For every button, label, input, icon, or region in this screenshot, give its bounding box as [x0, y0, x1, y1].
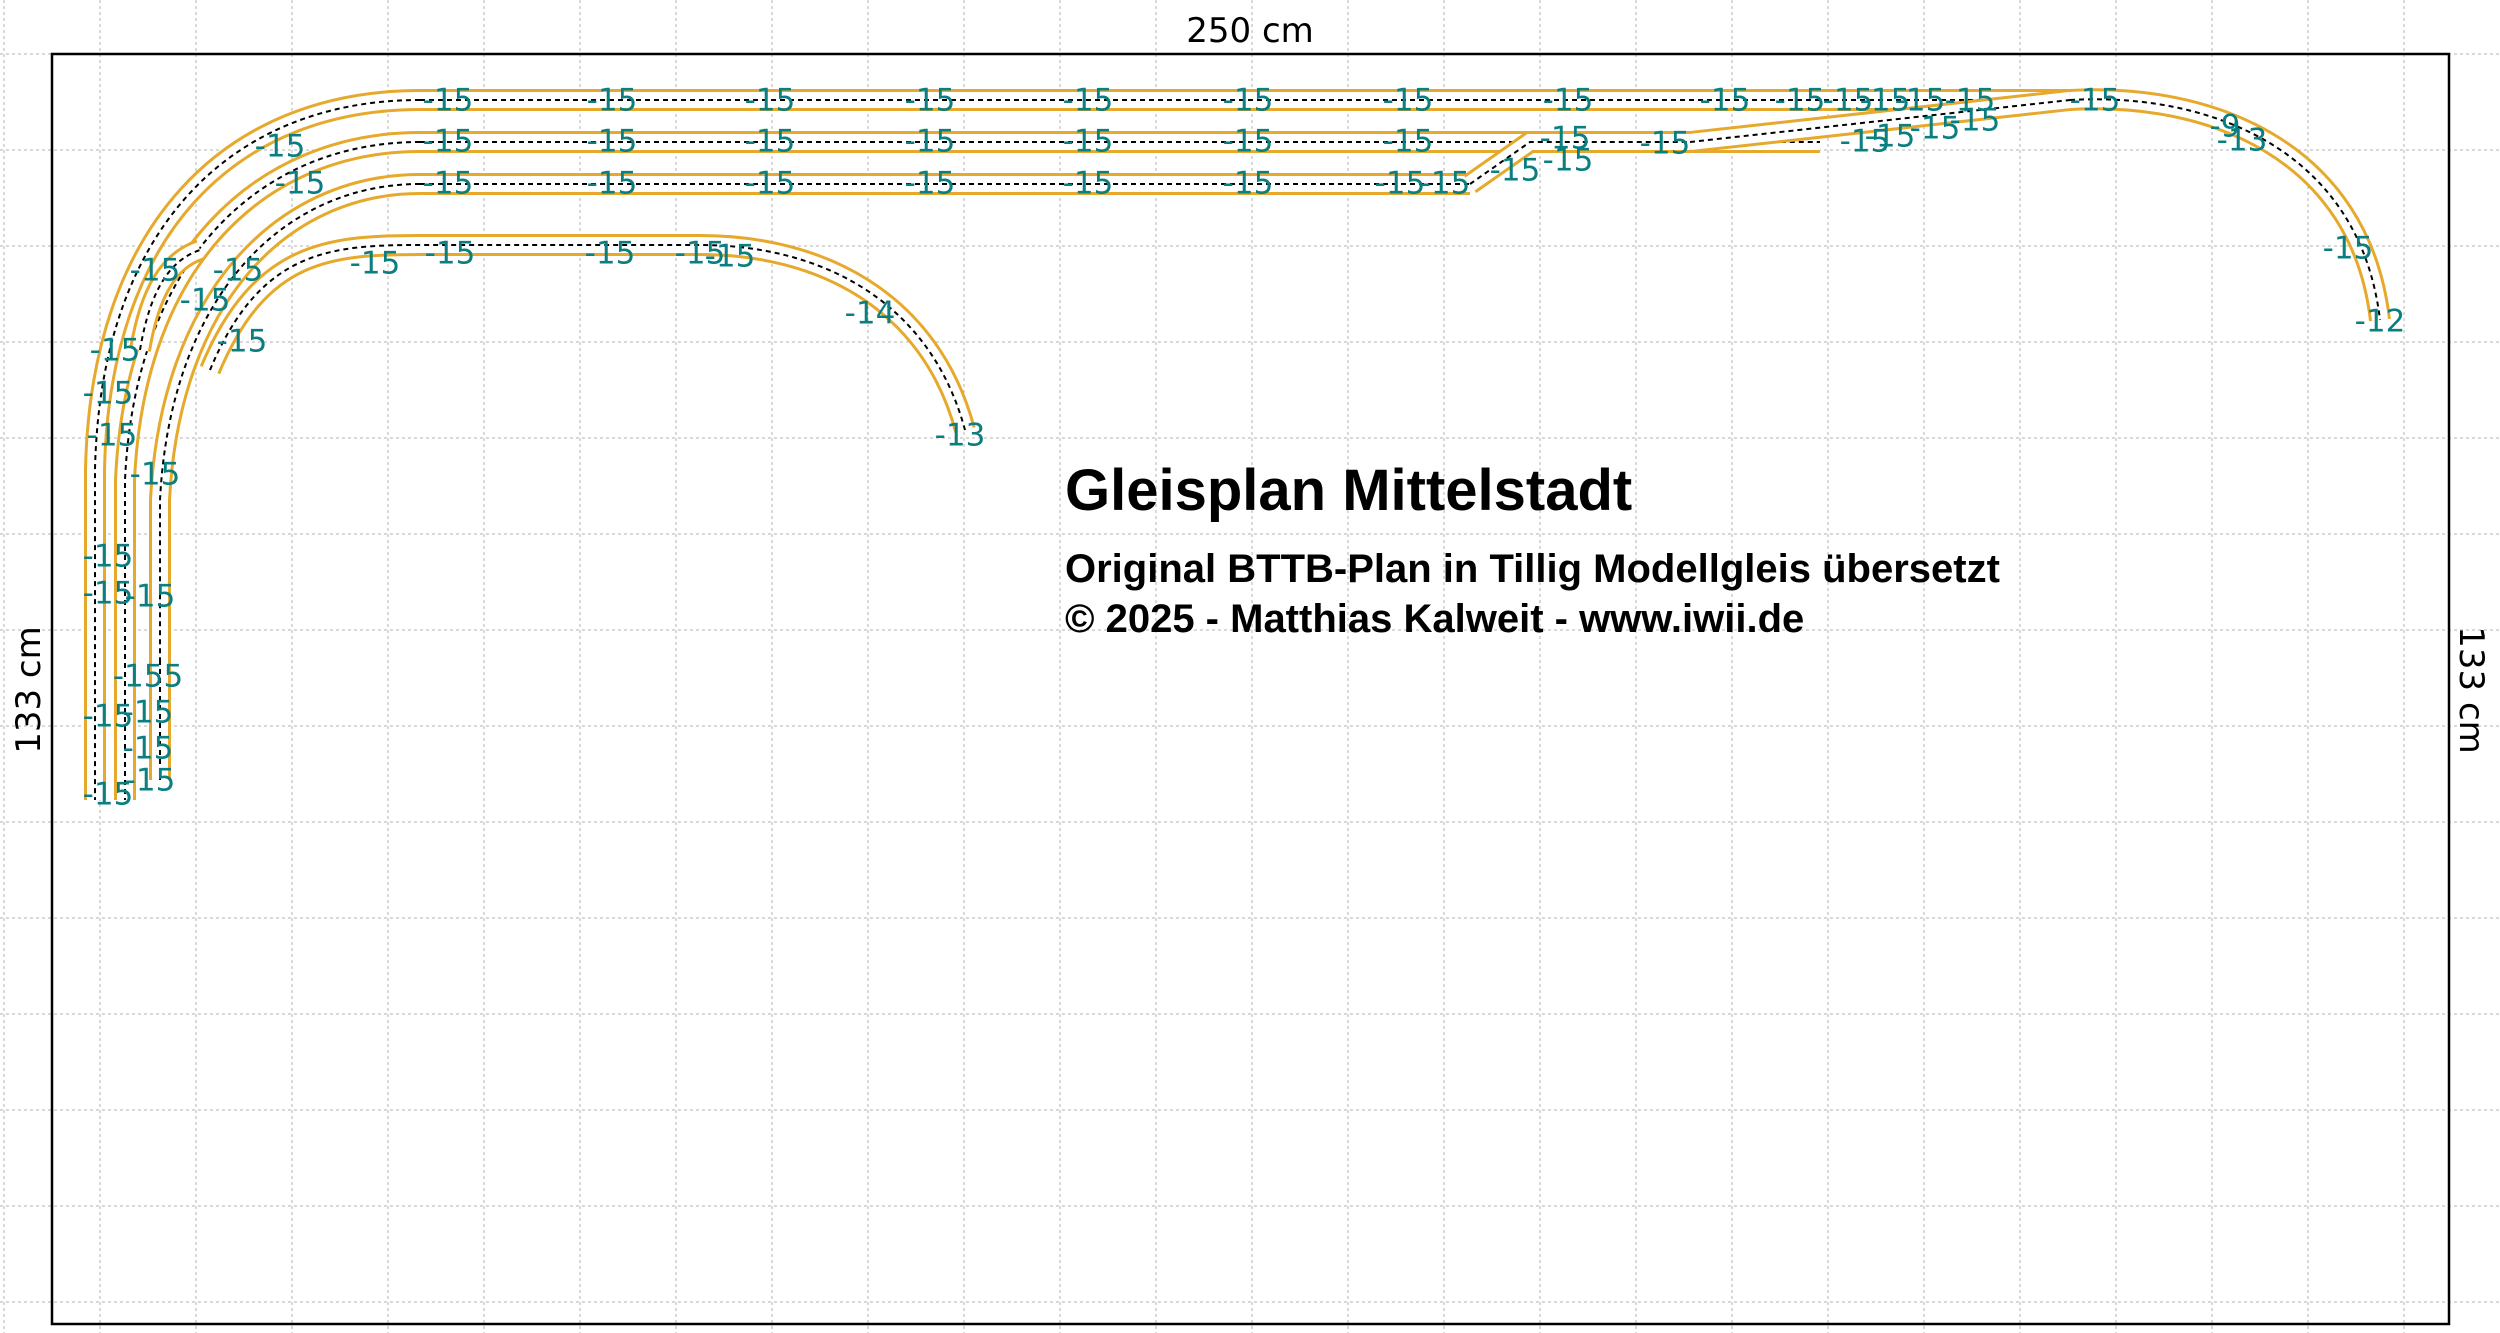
track-piece-label: -15 [1063, 83, 1114, 119]
track-piece-label: -15 [83, 699, 134, 735]
track-piece-label: -15 [1420, 166, 1471, 202]
track-piece-label: -15 [1700, 83, 1751, 119]
track-left-curve-outer [94, 99, 421, 800]
track-piece-label: -15 [423, 83, 474, 119]
track-piece-label: -15 [1375, 166, 1426, 202]
track-piece-label: -15 [745, 166, 796, 202]
plan-copyright: © 2025 - Matthias Kalweit - www.iwii.de [1065, 597, 1804, 641]
track-piece-label: -15 [905, 166, 956, 202]
track-piece-label: -15 [745, 83, 796, 119]
track-piece-label: -15 [83, 576, 134, 612]
track-piece-label: -15 [217, 324, 268, 360]
track-piece-label: -155 [113, 659, 183, 695]
track-piece-label: -15 [255, 129, 306, 165]
track-piece-label: -15 [1640, 126, 1691, 162]
track-piece-label: -15 [587, 124, 638, 160]
track-layout [84, 88, 2391, 800]
track-piece-label: -15 [130, 457, 181, 493]
track-piece-label: -15 [1775, 83, 1826, 119]
track-piece-label: -15 [1865, 119, 1916, 155]
dimension-right-label: 133 cm [2451, 626, 2491, 754]
track-piece-label: -15 [585, 236, 636, 272]
track-piece-label: -13 [935, 418, 986, 454]
track-piece-label: -15 [180, 283, 231, 319]
track-piece-label: -15 [423, 166, 474, 202]
plan-title: Gleisplan Mittelstadt [1065, 458, 1632, 523]
board-border [50, 52, 2451, 1326]
track-diagonal-join [1689, 99, 2071, 143]
track-piece-label: -15 [125, 763, 176, 799]
track-piece-label: -15 [275, 166, 326, 202]
track-piece-label: -15 [587, 166, 638, 202]
track-piece-label: -15 [1223, 124, 1274, 160]
track-piece-label: -15 [83, 777, 134, 813]
track-piece-label: -15 [1543, 83, 1594, 119]
track-piece-label: -15 [1063, 124, 1114, 160]
dimension-top-label: 250 cm [1186, 11, 1314, 51]
track-piece-label: -15 [905, 83, 956, 119]
track-piece-label: -15 [213, 253, 264, 289]
track-right-loop [2069, 98, 2381, 321]
track-piece-label: -15 [425, 236, 476, 272]
dimension-left-label: 133 cm [9, 626, 49, 754]
track-piece-label: -15 [1490, 153, 1541, 189]
track-piece-label: -12 [2355, 304, 2406, 340]
track-piece-label: -15 [1910, 111, 1961, 147]
track-piece-label: -15 [87, 418, 138, 454]
track-piece-label: -15 [2323, 231, 2374, 267]
track-crossover-ramp [1469, 141, 1820, 185]
track-piece-label: -9 [2210, 109, 2241, 145]
track-piece-label: -15 [1895, 83, 1946, 119]
track-piece-label: -15 [1383, 83, 1434, 119]
track-piece-label: -15 [745, 124, 796, 160]
track-piece-label: -15 [1840, 124, 1891, 160]
track-piece-label: -15 [675, 236, 726, 272]
track-piece-label: -15 [1063, 166, 1114, 202]
track-piece-label: -15 [587, 83, 638, 119]
track-piece-label: -15 [905, 124, 956, 160]
track-piece-label: -15 [705, 239, 756, 275]
track-piece-label: -15 [123, 731, 174, 767]
track-piece-label: -14 [845, 296, 896, 332]
track-piece-label: -15 [423, 124, 474, 160]
track-piece-label: -15 [1945, 83, 1996, 119]
track-piece-label: -15 [1223, 83, 1274, 119]
track-piece-label: -15 [130, 253, 181, 289]
track-piece-label: -15 [2070, 83, 2121, 119]
track-piece-label: -15 [125, 579, 176, 615]
track-piece-label: -15 [1540, 121, 1591, 157]
track-piece-label: -15 [1543, 143, 1594, 179]
track-piece-label: -15 [1860, 83, 1911, 119]
track-piece-label: -15 [350, 246, 401, 282]
track-piece-label: -15 [83, 539, 134, 575]
track-bed [202, 237, 973, 433]
track-piece-label: -15 [1223, 166, 1274, 202]
track-left-curve-middle [124, 141, 421, 800]
track-left-curve-inner [159, 183, 421, 660]
track-piece-label: -13 [2217, 123, 2268, 159]
track-inner-branch [139, 249, 201, 351]
track-piece-label: -15 [83, 376, 134, 412]
track-piece-label: -15 [1383, 124, 1434, 160]
track-piece-label: -15 [123, 695, 174, 731]
plan-subtitle: Original BTTB-Plan in Tillig Modellgleis… [1065, 547, 2000, 591]
track-piece-label: -15 [1823, 83, 1874, 119]
track-piece-label: -15 [90, 333, 141, 369]
track-piece-label: -15 [1950, 103, 2001, 139]
